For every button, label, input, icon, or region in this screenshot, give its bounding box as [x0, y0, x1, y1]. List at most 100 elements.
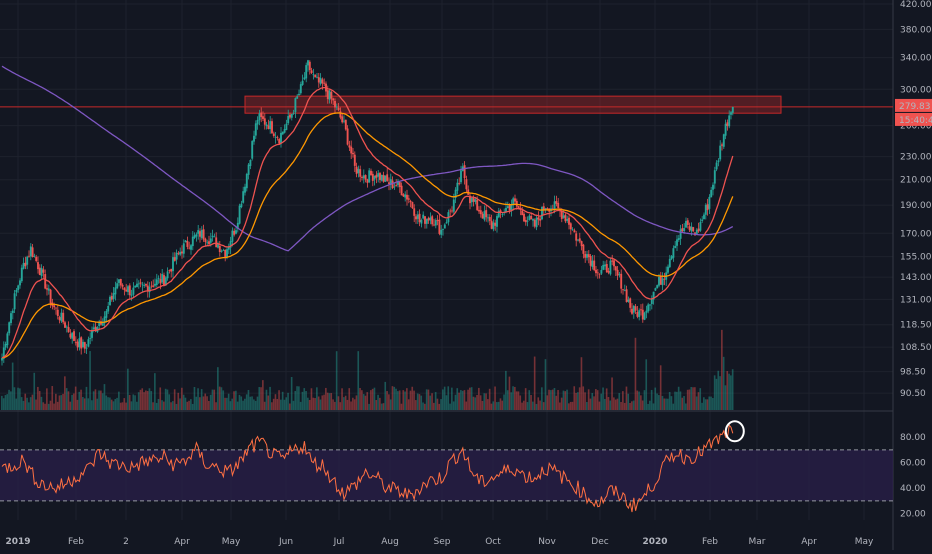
candle-body[interactable]: [114, 287, 117, 295]
candle-body[interactable]: [397, 180, 399, 185]
candle-body[interactable]: [623, 290, 626, 292]
candle-body[interactable]: [652, 291, 655, 300]
candle-body[interactable]: [155, 279, 158, 286]
candle-body[interactable]: [605, 264, 608, 273]
candle-body[interactable]: [488, 217, 491, 221]
candle-body[interactable]: [98, 322, 101, 327]
candle-body[interactable]: [299, 84, 302, 94]
candle-body[interactable]: [296, 96, 299, 99]
candle-body[interactable]: [596, 272, 599, 274]
candle-body[interactable]: [31, 247, 34, 257]
candle-body[interactable]: [323, 82, 326, 84]
candle-body[interactable]: [409, 200, 412, 203]
candle-body[interactable]: [384, 175, 387, 182]
candle-body[interactable]: [668, 258, 671, 268]
candle-body[interactable]: [357, 168, 360, 174]
candle-body[interactable]: [298, 93, 300, 96]
candle-body[interactable]: [661, 278, 664, 286]
candle-body[interactable]: [226, 249, 228, 258]
candle-body[interactable]: [686, 220, 689, 225]
candle-body[interactable]: [370, 170, 372, 176]
candle-body[interactable]: [199, 231, 201, 237]
candle-body[interactable]: [355, 166, 358, 174]
candle-body[interactable]: [582, 244, 585, 254]
candle-body[interactable]: [121, 284, 124, 287]
candle-body[interactable]: [681, 228, 684, 232]
candle-body[interactable]: [580, 241, 583, 247]
candle-body[interactable]: [600, 269, 603, 274]
candle-body[interactable]: [604, 264, 606, 267]
candle-body[interactable]: [177, 253, 180, 255]
candle-body[interactable]: [105, 310, 108, 318]
candle-body[interactable]: [532, 218, 534, 221]
candle-body[interactable]: [71, 332, 74, 339]
candle-body[interactable]: [134, 285, 137, 288]
candle-body[interactable]: [551, 208, 554, 210]
candle-body[interactable]: [220, 250, 223, 252]
candle-body[interactable]: [578, 238, 581, 242]
candle-body[interactable]: [26, 256, 29, 265]
candle-body[interactable]: [375, 174, 378, 178]
candle-body[interactable]: [569, 223, 572, 230]
candle-body[interactable]: [730, 112, 732, 115]
candle-body[interactable]: [44, 274, 47, 289]
candle-body[interactable]: [101, 323, 104, 326]
candle-body[interactable]: [483, 211, 486, 220]
candle-body[interactable]: [634, 306, 637, 311]
candle-body[interactable]: [728, 115, 731, 127]
candle-body[interactable]: [181, 251, 183, 254]
candle-body[interactable]: [346, 128, 349, 145]
candle-body[interactable]: [143, 285, 146, 286]
candle-body[interactable]: [609, 260, 612, 275]
candle-body[interactable]: [400, 185, 403, 196]
candle-body[interactable]: [145, 283, 147, 286]
candle-body[interactable]: [663, 278, 666, 280]
candle-body[interactable]: [341, 116, 344, 123]
candle-body[interactable]: [510, 205, 513, 211]
candle-body[interactable]: [564, 214, 567, 222]
candle-body[interactable]: [568, 217, 570, 225]
candle-body[interactable]: [629, 298, 632, 308]
candle-body[interactable]: [429, 217, 432, 221]
candle-body[interactable]: [343, 120, 345, 122]
candle-body[interactable]: [94, 326, 97, 331]
candle-body[interactable]: [431, 216, 434, 225]
candle-body[interactable]: [535, 217, 538, 228]
candle-body[interactable]: [254, 123, 257, 136]
candle-body[interactable]: [566, 218, 569, 221]
candle-body[interactable]: [731, 106, 734, 113]
candle-body[interactable]: [388, 182, 390, 185]
candle-body[interactable]: [613, 260, 615, 267]
candle-body[interactable]: [283, 129, 286, 133]
candle-body[interactable]: [472, 197, 475, 202]
candle-body[interactable]: [411, 202, 414, 209]
candle-body[interactable]: [107, 305, 110, 312]
candle-body[interactable]: [67, 327, 70, 333]
candle-body[interactable]: [1, 357, 3, 361]
candle-body[interactable]: [78, 338, 81, 348]
candle-body[interactable]: [2, 347, 5, 359]
candle-body[interactable]: [197, 230, 200, 234]
candle-body[interactable]: [13, 293, 16, 310]
candle-body[interactable]: [645, 310, 648, 313]
candle-body[interactable]: [672, 248, 675, 258]
candle-body[interactable]: [148, 286, 151, 293]
candle-body[interactable]: [256, 119, 259, 125]
candle-body[interactable]: [10, 313, 12, 324]
candle-body[interactable]: [269, 121, 272, 130]
candle-body[interactable]: [348, 145, 351, 148]
candle-body[interactable]: [179, 251, 182, 255]
candle-body[interactable]: [280, 132, 282, 144]
candle-body[interactable]: [620, 273, 623, 289]
candle-body[interactable]: [53, 305, 56, 308]
candle-body[interactable]: [312, 74, 315, 76]
candle-body[interactable]: [56, 309, 59, 317]
candle-body[interactable]: [240, 203, 243, 208]
candle-body[interactable]: [249, 160, 252, 166]
candle-body[interactable]: [310, 70, 313, 73]
candle-body[interactable]: [526, 220, 529, 222]
candle-body[interactable]: [404, 194, 407, 198]
candle-body[interactable]: [123, 287, 126, 291]
candle-body[interactable]: [112, 293, 115, 299]
candle-body[interactable]: [616, 269, 619, 276]
